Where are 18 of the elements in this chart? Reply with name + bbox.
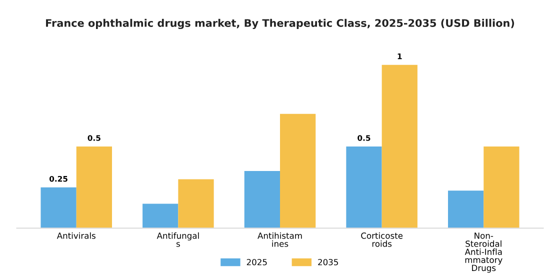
legend-label: 2035 [318,258,338,266]
bar [346,146,382,228]
bar [40,187,76,228]
bar [280,114,316,228]
bar [76,146,112,228]
x-tick-label: Antihistam ines [258,232,302,247]
x-tick-label: Non- Steroidal Anti-Infla mmatory Drugs [464,232,502,273]
x-tick-label: Antifungal s [156,232,199,247]
bar [142,204,178,228]
bar [178,179,214,228]
bar [382,64,418,228]
bar [484,146,520,228]
bar [448,190,484,228]
x-tick-label: Corticoste roids [361,232,403,247]
x-tick-label: Antivirals [56,232,96,239]
legend-label: 2025 [246,258,267,266]
bar [244,171,280,228]
chart-title: France ophthalmic drugs market, By Therapeutic Class, 2025-2035 (USD Billion) [46,18,514,30]
